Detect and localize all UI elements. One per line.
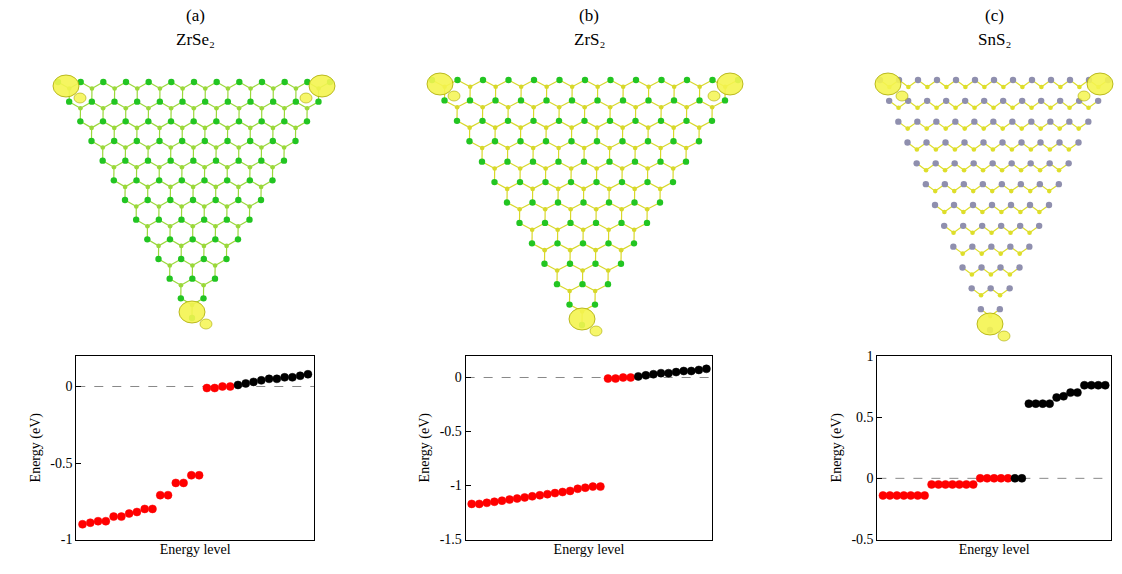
svg-text:-1.5: -1.5 [440, 532, 462, 547]
svg-text:Energy level: Energy level [959, 542, 1030, 557]
svg-text:-0.5: -0.5 [851, 532, 873, 547]
svg-text:Energy (eV): Energy (eV) [829, 413, 845, 483]
svg-text:-0.5: -0.5 [50, 456, 72, 471]
svg-text:0.5: 0.5 [856, 410, 874, 425]
svg-text:0: 0 [65, 379, 72, 394]
svg-text:(a): (a) [186, 6, 205, 25]
svg-text:0: 0 [867, 471, 874, 486]
svg-text:(b): (b) [579, 6, 599, 25]
svg-text:-1: -1 [450, 478, 462, 493]
svg-text:Energy level: Energy level [554, 542, 625, 557]
svg-text:ZrS₂: ZrS₂ [574, 30, 605, 49]
svg-text:Energy (eV): Energy (eV) [417, 413, 433, 483]
svg-text:-1: -1 [61, 532, 73, 547]
svg-text:Energy (eV): Energy (eV) [28, 413, 44, 483]
svg-text:1: 1 [867, 349, 874, 364]
svg-text:(c): (c) [985, 6, 1004, 25]
svg-text:-0.5: -0.5 [440, 424, 462, 439]
svg-text:Energy level: Energy level [160, 542, 231, 557]
svg-text:SnS₂: SnS₂ [978, 30, 1011, 49]
svg-text:ZrSe₂: ZrSe₂ [176, 30, 215, 49]
svg-text:0: 0 [455, 370, 462, 385]
